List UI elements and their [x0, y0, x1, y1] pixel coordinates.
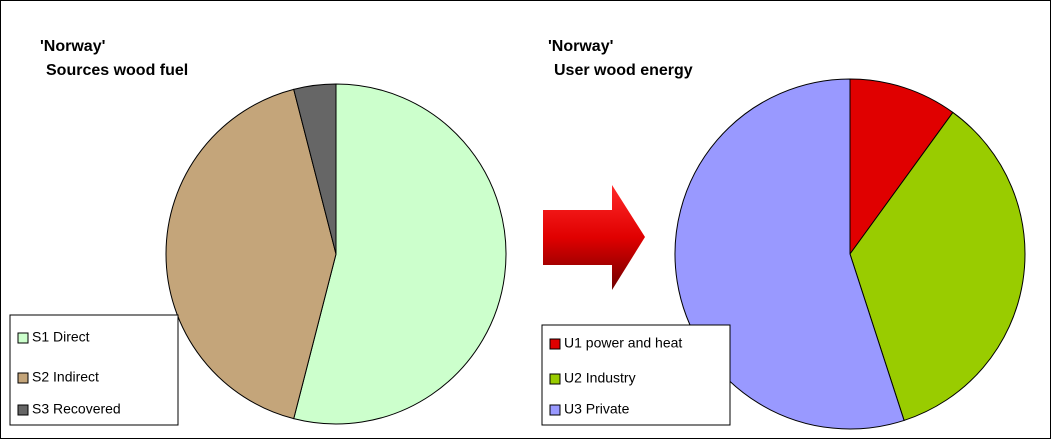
legend-swatch: [549, 404, 561, 416]
legend-swatch: [17, 372, 29, 384]
chart-title: 'Norway': [40, 38, 105, 55]
legend-label: U1 power and heat: [564, 335, 682, 351]
legend-label: U3 Private: [564, 401, 630, 417]
pie-slice: [293, 83, 337, 255]
pie-slice: [165, 88, 337, 420]
legend-swatch: [17, 332, 29, 344]
legend-swatch: [549, 338, 561, 350]
legend-label: S3 Recovered: [32, 401, 121, 417]
legend-label: S2 Indirect: [32, 369, 99, 385]
legend-label: S1 Direct: [32, 329, 90, 345]
pie-slice: [849, 78, 954, 256]
pie-slice: [674, 78, 905, 430]
pie-slice: [849, 111, 1026, 422]
legend-swatch: [17, 404, 29, 416]
legend: [9, 314, 179, 426]
chart-title: Sources wood fuel: [46, 62, 188, 79]
chart-title: 'Norway': [548, 38, 613, 55]
pie-slice: [293, 83, 507, 425]
legend: [541, 324, 731, 426]
legend-label: U2 Industry: [564, 370, 636, 386]
legend-swatch: [549, 373, 561, 385]
chart-title: User wood energy: [554, 62, 693, 79]
arrow: [543, 185, 645, 290]
